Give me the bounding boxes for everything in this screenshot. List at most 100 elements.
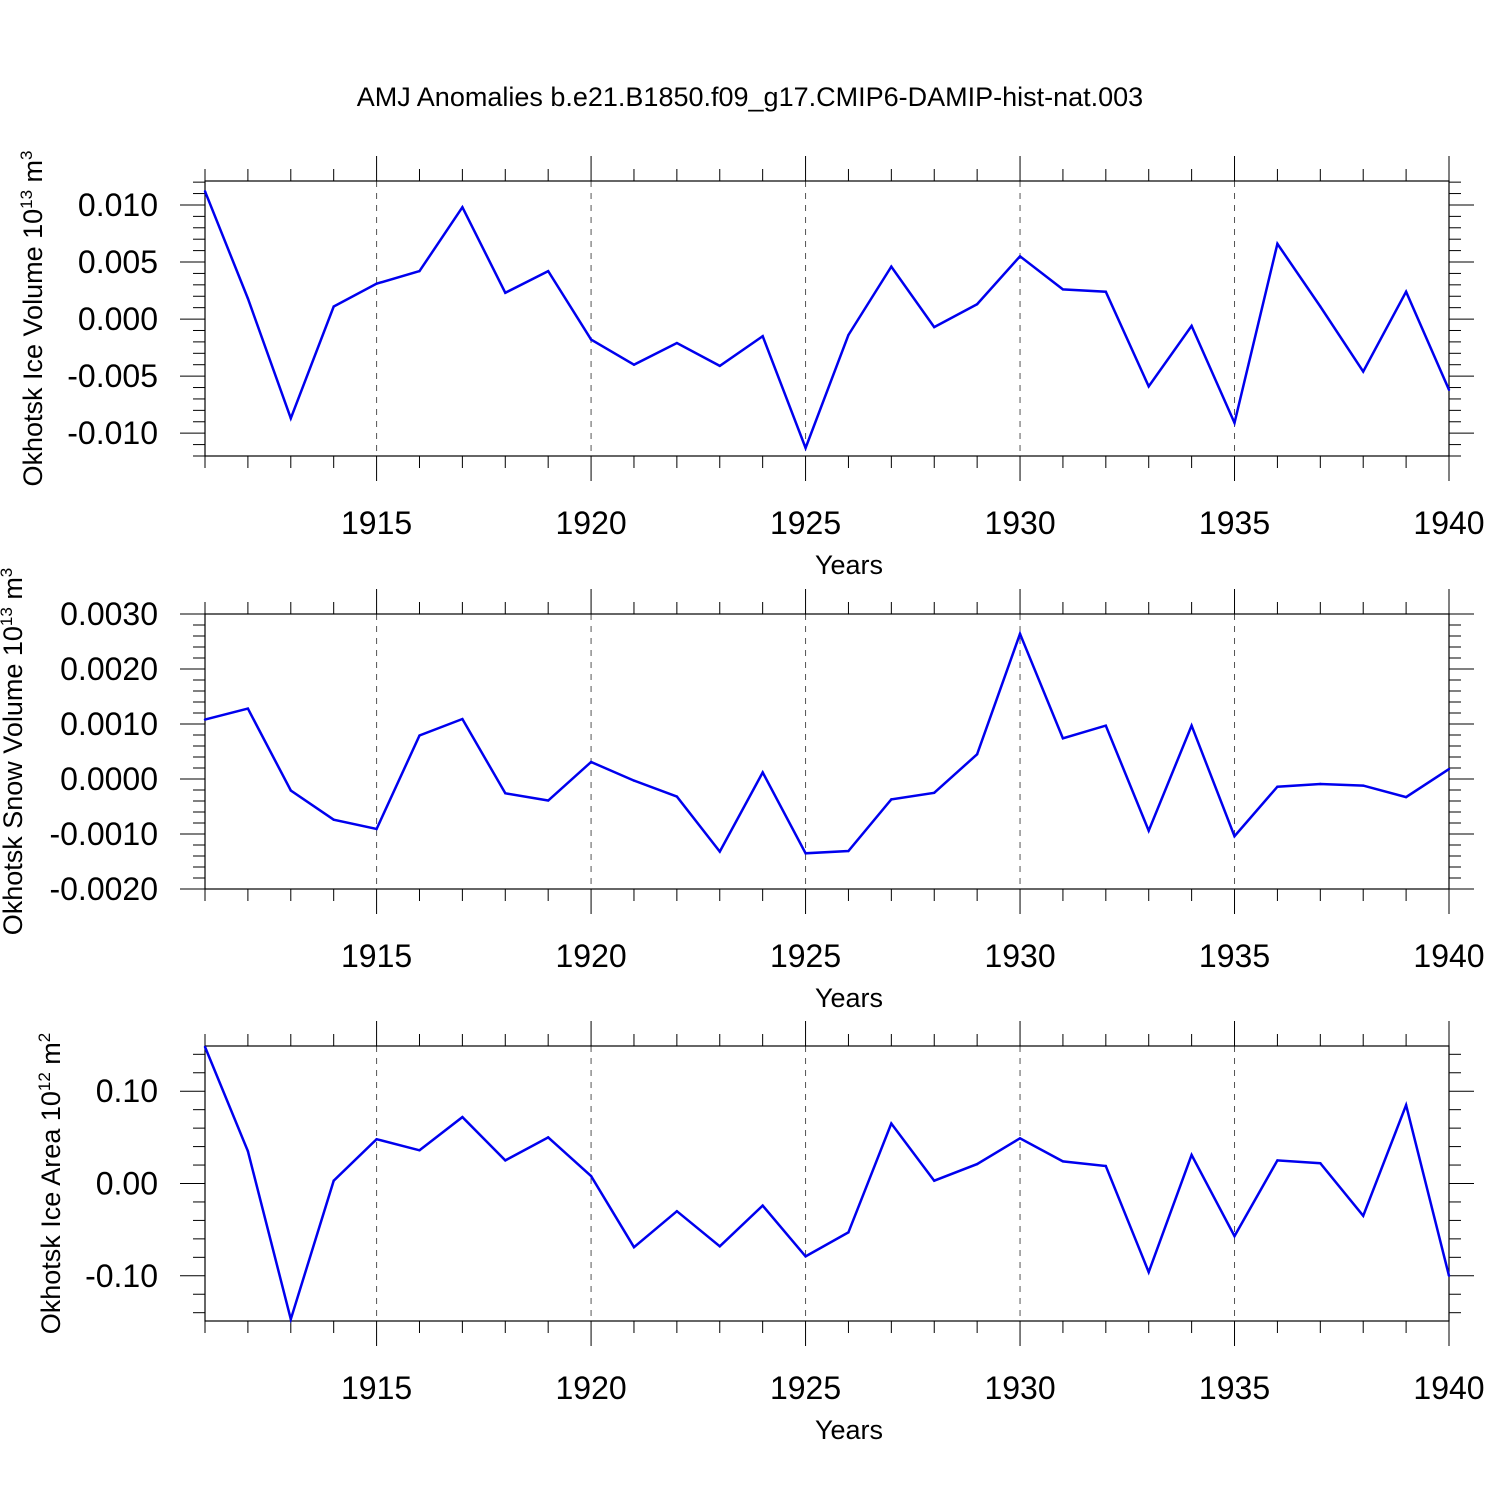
data-point <box>804 1255 807 1258</box>
y-axis-title-exponent: 13 <box>0 607 16 626</box>
y-axis-title-unit-exponent: 2 <box>35 1033 54 1042</box>
x-axis-title: Years <box>815 550 883 580</box>
data-point <box>1147 385 1150 388</box>
x-tick-label: 1935 <box>1199 505 1270 541</box>
data-point <box>1018 255 1022 258</box>
data-point <box>1018 1137 1022 1140</box>
data-point <box>761 334 764 338</box>
data-point <box>975 753 979 756</box>
data-point <box>418 1149 421 1152</box>
y-tick-label: -0.10 <box>85 1258 158 1294</box>
series-line <box>203 190 1451 452</box>
data-point <box>203 190 207 193</box>
y-tick-label: 0.0010 <box>60 706 158 742</box>
data-point <box>847 333 850 337</box>
data-point <box>890 265 893 268</box>
data-point <box>589 1174 593 1178</box>
data-point <box>975 1162 979 1166</box>
data-point <box>546 1136 550 1139</box>
data-point <box>933 791 936 794</box>
x-tick-label: 1925 <box>770 938 841 974</box>
data-point <box>504 291 507 295</box>
x-tick-label: 1930 <box>984 938 1055 974</box>
data-point <box>375 827 378 831</box>
y-tick-label: 0.000 <box>78 301 158 337</box>
x-tick-label: 1925 <box>770 505 841 541</box>
data-point <box>418 269 421 273</box>
x-tick-label: 1920 <box>555 1370 626 1406</box>
data-point <box>1233 421 1236 425</box>
data-point <box>418 734 421 737</box>
x-tick-label: 1935 <box>1199 938 1270 974</box>
data-point <box>761 1204 764 1207</box>
data-point <box>1362 370 1365 373</box>
data-point <box>632 1245 636 1249</box>
data-point <box>1404 290 1408 293</box>
data-point <box>461 206 464 209</box>
panel-2: -0.0020 -0.0010 0.0000 0.0010 0.0020 0.0030 19… <box>0 568 1485 1013</box>
data-point <box>933 1179 936 1182</box>
figure-title: AMJ Anomalies b.e21.B1850.f09_g17.CMIP6-… <box>357 82 1143 112</box>
data-point <box>1190 324 1193 328</box>
x-axis-title: Years <box>815 983 883 1013</box>
x-tick-label: 1920 <box>555 505 626 541</box>
data-point <box>203 718 207 721</box>
y-axis-title-unit-exponent: 3 <box>0 568 16 577</box>
y-tick-label: 0.0030 <box>60 596 158 632</box>
y-tick-label: 0.00 <box>96 1166 158 1202</box>
y-tick-label: 0.005 <box>78 244 158 280</box>
data-point <box>1061 288 1065 291</box>
x-tick-label: 1935 <box>1199 1370 1270 1406</box>
data-point <box>675 795 679 798</box>
data-point <box>718 1245 721 1248</box>
plot-frame <box>204 1045 1450 1322</box>
data-point <box>675 1209 679 1213</box>
data-point <box>203 1045 207 1049</box>
data-point <box>632 363 636 366</box>
x-tick-label: 1930 <box>984 505 1055 541</box>
x-tick-label: 1925 <box>770 1370 841 1406</box>
y-tick-label: 0.0000 <box>60 761 158 797</box>
data-point <box>375 282 378 285</box>
data-point <box>1362 1214 1365 1217</box>
data-point <box>332 305 335 308</box>
data-point <box>1104 290 1108 293</box>
x-tick-label: 1915 <box>341 1370 412 1406</box>
data-point <box>1190 724 1193 727</box>
y-axis-title-exponent: 13 <box>17 190 36 209</box>
data-point <box>246 297 250 300</box>
y-axis-title-unit-exponent: 3 <box>17 150 36 159</box>
data-point <box>1147 1270 1150 1274</box>
data-point <box>332 818 335 821</box>
data-point <box>1404 795 1408 799</box>
data-point <box>1447 1274 1451 1277</box>
series-line <box>203 1046 1451 1324</box>
y-tick-label: 0.10 <box>96 1073 158 1109</box>
panel-3: -0.10 0.00 0.10 1915 1920 1925 1930 1935 1940 Yea… <box>35 1021 1485 1445</box>
data-point <box>1104 724 1108 727</box>
data-point <box>632 779 636 782</box>
data-point <box>461 717 464 721</box>
data-point <box>890 1122 893 1125</box>
data-point <box>289 1317 292 1321</box>
plot-frame <box>204 613 1450 890</box>
data-point <box>1276 1159 1279 1162</box>
x-tick-label: 1915 <box>341 938 412 974</box>
data-point <box>1104 1164 1108 1168</box>
data-point <box>1233 835 1236 838</box>
data-point <box>804 852 807 855</box>
data-point <box>1233 1234 1236 1238</box>
data-point <box>1147 829 1150 832</box>
data-point <box>546 799 550 802</box>
y-tick-label: -0.0010 <box>49 816 158 852</box>
data-point <box>847 1231 850 1234</box>
data-point <box>332 1179 335 1182</box>
data-point <box>1404 1103 1408 1107</box>
y-axis-title-main: Okhotsk Ice Volume 10 <box>18 209 48 487</box>
y-axis-title-unit: m <box>0 577 28 607</box>
series-line <box>204 630 1450 855</box>
x-tick-label: 1915 <box>341 505 412 541</box>
data-point <box>246 1150 250 1153</box>
x-axis-title: Years <box>815 1415 883 1445</box>
